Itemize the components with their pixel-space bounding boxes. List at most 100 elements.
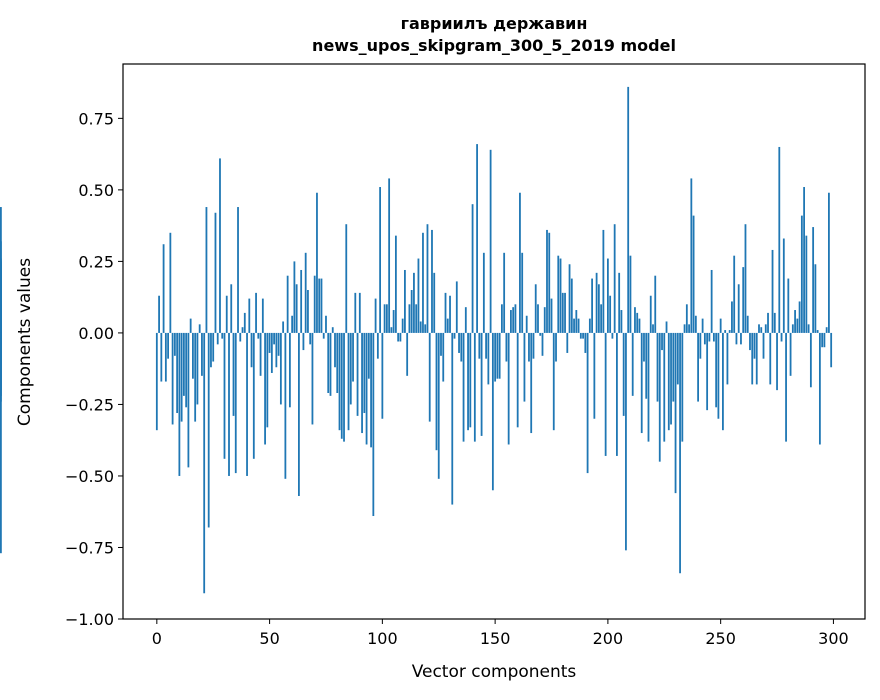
bar-48 [264, 332, 266, 445]
bar-294 [818, 332, 821, 445]
bar-113 [410, 290, 413, 333]
bar-275 [776, 332, 778, 391]
bar-71 [316, 192, 318, 333]
bar-6 [169, 232, 172, 333]
bar-124 [435, 332, 438, 451]
bar-230 [674, 332, 677, 494]
bar-9 [176, 332, 179, 414]
bar-120 [426, 224, 429, 333]
bar-47 [261, 298, 264, 333]
bar-142 [476, 144, 478, 333]
bar-177 [555, 332, 557, 362]
bar-284 [796, 318, 799, 333]
bar-60 [291, 315, 294, 333]
bar-216 [643, 332, 645, 362]
bar-22 [205, 207, 208, 333]
bar-267 [758, 324, 760, 333]
bar-122 [431, 229, 433, 333]
bar-227 [667, 332, 670, 431]
bar-5 [167, 332, 169, 359]
bar-256 [733, 255, 736, 333]
bar-265 [753, 332, 756, 359]
y-axis-label: Components values [15, 258, 35, 426]
bar-186 [575, 310, 578, 333]
bar-172 [543, 307, 546, 333]
bar-undefined [0, 332, 2, 402]
bar-89 [356, 332, 359, 416]
bar-95 [370, 332, 372, 448]
bar-163 [523, 332, 526, 402]
bar-263 [749, 332, 751, 351]
bar-115 [415, 304, 418, 333]
bar-240 [697, 332, 699, 402]
bar-104 [390, 327, 393, 333]
bar-112 [408, 304, 411, 333]
bar-11 [180, 332, 183, 422]
bar-199 [604, 332, 607, 456]
bar-214 [638, 318, 641, 333]
bar-58 [286, 275, 289, 333]
bar-151 [496, 332, 499, 379]
bar-203 [613, 224, 616, 333]
bar-148 [489, 149, 492, 333]
bar-257 [735, 332, 738, 345]
bar-173 [546, 229, 548, 333]
bar-219 [649, 295, 652, 333]
x-tick-label: 300 [818, 629, 849, 648]
bar-152 [498, 332, 501, 379]
bar-78 [331, 327, 334, 333]
bar-99 [379, 187, 381, 333]
bar-155 [505, 332, 508, 362]
bar-222 [656, 332, 659, 402]
bar-250 [719, 318, 722, 333]
bar-66 [304, 252, 307, 333]
bar-13 [185, 332, 188, 408]
bar-74 [322, 332, 325, 339]
bar-248 [715, 332, 718, 408]
bar-2 [160, 332, 163, 382]
bar-42 [250, 332, 253, 368]
bar-100 [381, 332, 384, 419]
bars-group [0, 86, 833, 594]
bar-111 [406, 332, 409, 376]
bar-278 [782, 238, 785, 333]
bar-28 [219, 158, 221, 333]
bar-119 [424, 324, 427, 333]
bar-246 [710, 269, 713, 333]
bar-204 [616, 332, 618, 456]
bar-241 [699, 332, 702, 359]
bar-140 [471, 204, 474, 333]
bar-221 [654, 275, 657, 333]
bar-159 [514, 304, 517, 333]
bar-61 [293, 261, 296, 333]
bar-218 [647, 332, 650, 442]
y-tick-label: 0.25 [78, 252, 114, 271]
bar-84 [345, 224, 348, 333]
bar-undefined [0, 332, 2, 339]
bar-135 [460, 332, 463, 362]
bar-174 [548, 232, 551, 333]
bar-252 [724, 330, 727, 333]
bar-7 [171, 332, 174, 425]
bar-272 [769, 332, 772, 385]
bar-253 [726, 332, 729, 385]
bar-128 [444, 292, 447, 333]
bar-97 [374, 298, 377, 333]
bar-297 [825, 327, 828, 333]
bar-80 [336, 332, 339, 393]
bar-201 [609, 295, 612, 333]
bar-184 [570, 278, 573, 333]
bar-153 [500, 304, 503, 333]
bar-179 [559, 258, 562, 333]
bar-50 [268, 332, 271, 353]
bar-undefined [0, 332, 2, 554]
bar-55 [279, 332, 282, 405]
bar-144 [480, 332, 483, 436]
bar-299 [830, 332, 833, 368]
bar-101 [383, 304, 386, 333]
bar-233 [681, 332, 684, 442]
bar-247 [712, 332, 715, 342]
x-tick-label: 200 [593, 629, 624, 648]
bar-121 [428, 332, 431, 422]
bar-79 [334, 332, 336, 368]
